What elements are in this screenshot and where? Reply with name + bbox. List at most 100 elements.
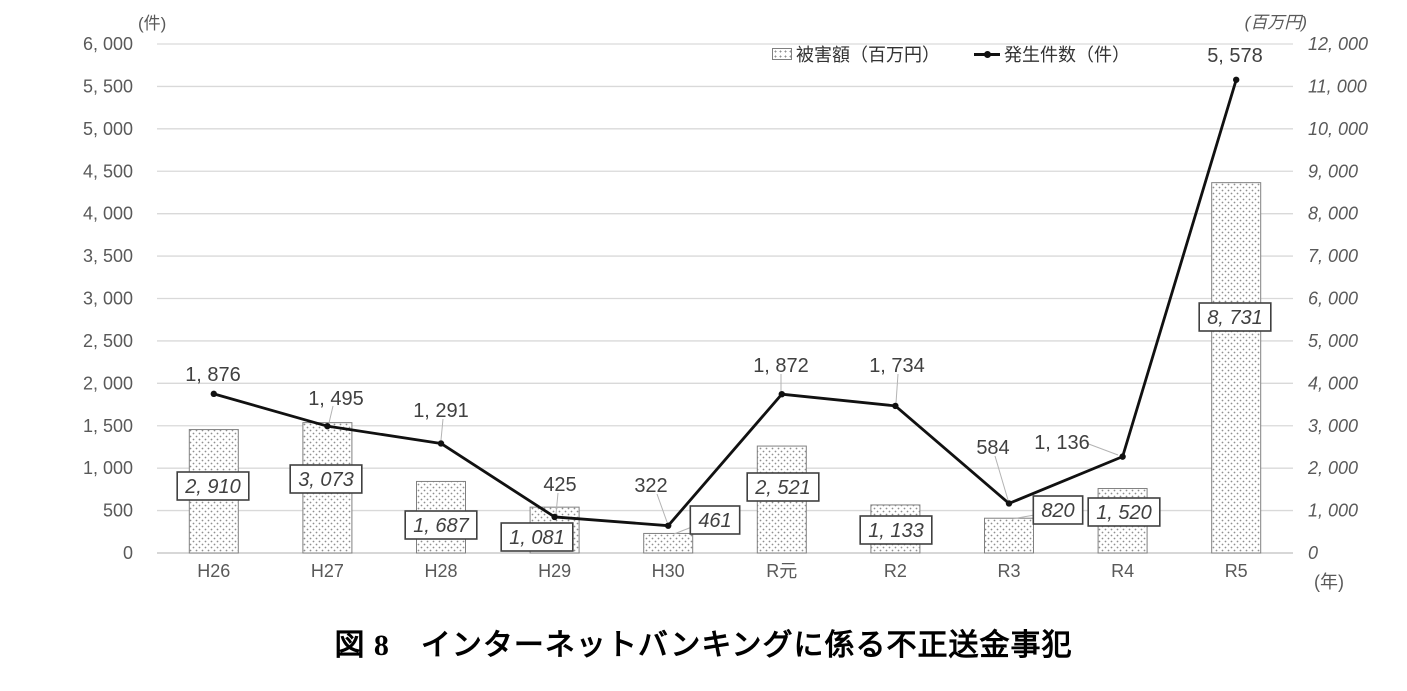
right-axis-tick-label: 8, 000 (1308, 204, 1358, 224)
chart-legend: 被害額（百万円） 発生件数（件） (772, 42, 1130, 66)
x-axis-label: R2 (884, 561, 907, 581)
line-marker (892, 402, 899, 410)
bar (984, 517, 1034, 554)
left-axis-tick-label: 0 (123, 543, 133, 563)
bar (643, 532, 694, 554)
left-axis-tick-label: 1, 500 (83, 416, 133, 436)
left-axis-tick-label: 3, 500 (83, 246, 133, 266)
left-axis-tick-label: 2, 000 (83, 373, 133, 393)
right-axis-unit-label: (百万円) (1245, 13, 1307, 32)
bar-value-label: 8, 731 (1207, 307, 1263, 329)
line-value-label: 1, 872 (753, 355, 809, 377)
bar-value-label: 3, 073 (298, 469, 354, 491)
leader-line (328, 405, 334, 424)
bar-value-box (859, 515, 933, 545)
bar-value-box (404, 510, 478, 540)
line-series (213, 79, 1238, 528)
right-axis-tick-label: 2, 000 (1307, 458, 1358, 478)
line-value-label: 1, 734 (869, 355, 925, 377)
x-axis-label: H28 (424, 561, 457, 581)
left-axis-tick-label: 3, 000 (83, 289, 133, 309)
line-value-label: 322 (634, 475, 667, 497)
right-axis-tick-label: 9, 000 (1308, 161, 1358, 181)
leader-line (555, 492, 559, 515)
bar-value-box (1198, 302, 1272, 332)
legend-item-cases: 発生件数（件） (974, 41, 1130, 67)
right-axis-tick-label: 3, 000 (1308, 416, 1358, 436)
bar-swatch-icon (772, 48, 792, 60)
bar-value-box (176, 471, 250, 501)
figure-caption: 図 8 インターネットバンキングに係る不正送金事犯 (334, 629, 1073, 662)
right-axis-tick-label: 5, 000 (1308, 331, 1358, 351)
line-value-label: 1, 876 (185, 364, 241, 386)
bar-value-box (746, 472, 820, 502)
x-axis-label: R元 (766, 561, 797, 581)
leader-line (656, 493, 668, 523)
x-axis-label: H26 (197, 561, 230, 581)
bar-value-label: 820 (1041, 500, 1074, 522)
x-axis-label: R3 (997, 561, 1020, 581)
left-axis-tick-label: 4, 000 (83, 204, 133, 224)
leader-line (994, 455, 1009, 501)
right-axis-tick-label: 10, 000 (1308, 119, 1368, 139)
line-value-label: 1, 291 (413, 400, 469, 422)
line-marker (665, 522, 672, 529)
left-axis-tick-label: 500 (103, 501, 133, 521)
x-axis-label: H27 (311, 561, 344, 581)
leader-line (440, 418, 444, 441)
x-axis-label: R4 (1111, 561, 1134, 581)
bar-value-box (1087, 497, 1161, 527)
left-axis-tick-label: 5, 500 (83, 76, 133, 96)
left-axis-tick-label: 2, 500 (83, 331, 133, 351)
bar-value-label: 1, 133 (868, 520, 924, 542)
bar-value-label: 2, 910 (184, 476, 241, 498)
right-axis-tick-label: 7, 000 (1308, 246, 1358, 266)
bar-value-box (1032, 495, 1084, 525)
line-value-label: 1, 495 (308, 388, 364, 410)
bar-value-label: 1, 081 (509, 527, 565, 549)
leader-line (895, 373, 899, 404)
line-value-label: 584 (976, 437, 1009, 459)
left-axis-tick-label: 6, 000 (83, 34, 133, 54)
bar (1211, 182, 1262, 554)
line-value-label: 5, 578 (1207, 45, 1263, 67)
right-axis-tick-label: 6, 000 (1308, 289, 1358, 309)
line-swatch-icon (974, 50, 1000, 58)
line-value-label: 1, 136 (1034, 432, 1090, 454)
bar-value-label: 1, 687 (413, 515, 469, 537)
bar-value-label: 461 (698, 510, 731, 532)
line-marker (1233, 76, 1240, 83)
x-axis-label: H29 (538, 561, 571, 581)
line-value-label: 425 (543, 474, 576, 496)
leader-line (1085, 442, 1119, 456)
line-marker (778, 390, 785, 398)
line-marker (1119, 453, 1126, 460)
plot-area: 6, 000 12, 000 5, 500 11, 000 5, 000 10, 000 4… (83, 13, 1368, 592)
bar-value-box (289, 464, 363, 494)
legend-cases-label: 発生件数（件） (1004, 45, 1130, 65)
line-marker (210, 390, 217, 398)
x-axis-unit-label: (年) (1314, 572, 1344, 592)
right-axis-tick-label: 1, 000 (1308, 501, 1358, 521)
x-axis-label: H30 (652, 561, 685, 581)
right-axis-tick-label: 11, 000 (1308, 76, 1367, 96)
line-marker (1005, 500, 1013, 507)
left-axis-tick-label: 1, 000 (83, 458, 133, 478)
line-marker (324, 422, 331, 430)
legend-item-damage: 被害額（百万円） (772, 41, 940, 67)
chart-svg: 6, 000 12, 000 5, 500 11, 000 5, 000 10, 000 4… (83, 13, 1368, 592)
right-axis-tick-label: 12, 000 (1308, 34, 1368, 54)
bar-value-box (689, 505, 741, 535)
bar-value-label: 2, 521 (754, 477, 811, 499)
line-marker (437, 440, 445, 447)
left-axis-unit-label: (件) (138, 14, 166, 33)
legend-damage-label: 被害額（百万円） (796, 45, 940, 65)
right-axis-tick-label: 4, 000 (1308, 373, 1358, 393)
right-axis-tick-label: 0 (1308, 543, 1318, 563)
bar-value-box (500, 522, 574, 552)
x-axis-label: R5 (1225, 561, 1248, 581)
line-marker-icon (983, 50, 991, 58)
left-axis-tick-label: 4, 500 (83, 161, 133, 181)
line-marker (551, 513, 558, 521)
